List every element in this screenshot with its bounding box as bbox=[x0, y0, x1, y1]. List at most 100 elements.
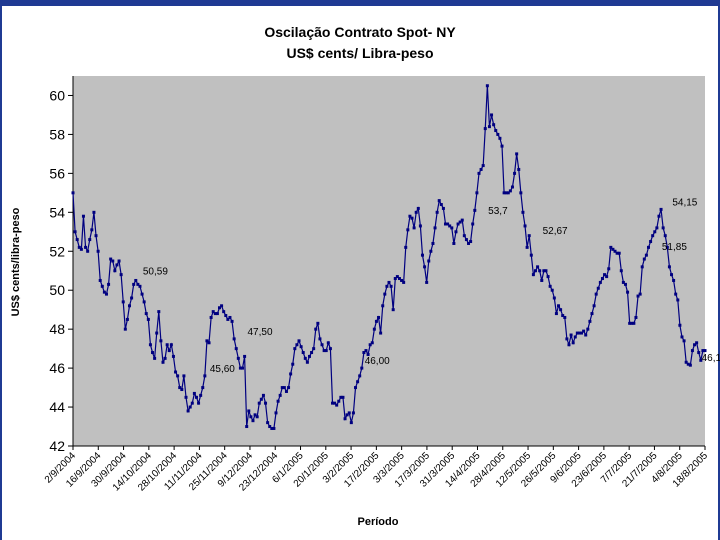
data-point bbox=[205, 339, 209, 343]
data-point bbox=[220, 304, 224, 308]
data-point bbox=[586, 327, 590, 331]
data-point bbox=[598, 280, 602, 284]
data-label: 51,85 bbox=[662, 242, 687, 253]
data-point bbox=[640, 265, 644, 269]
data-point bbox=[521, 210, 525, 214]
data-point bbox=[513, 171, 517, 175]
data-point bbox=[592, 304, 596, 308]
data-point bbox=[167, 349, 171, 353]
data-point bbox=[111, 259, 115, 263]
x-axis-label: Período bbox=[358, 516, 399, 528]
data-point bbox=[584, 333, 588, 337]
data-point bbox=[243, 354, 247, 358]
data-point bbox=[259, 397, 263, 401]
data-point bbox=[626, 290, 630, 294]
data-point bbox=[475, 191, 479, 195]
data-point bbox=[500, 144, 504, 148]
data-label: 46,15 bbox=[702, 353, 720, 364]
data-point bbox=[165, 343, 169, 347]
data-point bbox=[90, 228, 94, 232]
data-point bbox=[366, 352, 370, 356]
data-point bbox=[383, 292, 387, 296]
data-point bbox=[100, 284, 104, 288]
slide-frame-right bbox=[718, 0, 720, 540]
data-point bbox=[695, 341, 699, 345]
data-label: 52,67 bbox=[543, 226, 568, 237]
data-point bbox=[272, 426, 276, 430]
data-point bbox=[565, 337, 569, 341]
data-point bbox=[228, 315, 232, 319]
data-point bbox=[86, 249, 90, 253]
data-point bbox=[437, 199, 441, 203]
data-point bbox=[333, 401, 337, 405]
data-point bbox=[454, 230, 458, 234]
data-point bbox=[699, 358, 703, 362]
data-label: 45,60 bbox=[210, 364, 235, 375]
data-point bbox=[368, 343, 372, 347]
data-point bbox=[234, 347, 238, 351]
data-point bbox=[140, 292, 144, 296]
data-point bbox=[94, 234, 98, 238]
y-axis: 42 44 46 48 50 52 54 56 58 60 bbox=[49, 76, 74, 454]
data-point bbox=[529, 253, 533, 257]
data-point bbox=[222, 310, 226, 314]
data-point bbox=[182, 374, 186, 378]
data-point bbox=[362, 351, 366, 355]
x-axis: 2/9/200416/9/200430/9/200414/10/200428/1… bbox=[43, 445, 710, 494]
data-point bbox=[623, 282, 627, 286]
data-point bbox=[305, 360, 309, 364]
data-point bbox=[433, 226, 437, 230]
data-point bbox=[632, 321, 636, 325]
data-point bbox=[104, 292, 108, 296]
data-point bbox=[573, 335, 577, 339]
data-point bbox=[471, 222, 475, 226]
data-point bbox=[148, 343, 152, 347]
data-point bbox=[188, 405, 192, 409]
data-point bbox=[607, 267, 611, 271]
data-point bbox=[540, 278, 544, 282]
data-point bbox=[506, 191, 510, 195]
data-point bbox=[628, 321, 632, 325]
data-point bbox=[186, 409, 190, 413]
data-point bbox=[130, 296, 134, 300]
data-point bbox=[351, 411, 355, 415]
data-point bbox=[504, 191, 508, 195]
data-point bbox=[563, 315, 567, 319]
data-point bbox=[561, 314, 565, 318]
data-point bbox=[142, 300, 146, 304]
y-tick-label: 50 bbox=[49, 282, 65, 298]
y-axis-label: US$ cents/libra-peso bbox=[10, 207, 22, 316]
data-label: 50,59 bbox=[143, 267, 168, 278]
data-point bbox=[494, 129, 498, 133]
data-point bbox=[134, 278, 138, 282]
data-point bbox=[207, 341, 211, 345]
data-point bbox=[605, 275, 609, 279]
data-point bbox=[238, 366, 242, 370]
data-point bbox=[102, 290, 106, 294]
data-point bbox=[341, 395, 345, 399]
data-point bbox=[144, 312, 148, 316]
data-point bbox=[517, 167, 521, 171]
data-point bbox=[676, 298, 680, 302]
data-point bbox=[663, 234, 667, 238]
data-point bbox=[159, 339, 163, 343]
data-point bbox=[155, 331, 159, 335]
data-point bbox=[364, 349, 368, 353]
data-point bbox=[680, 335, 684, 339]
data-point bbox=[448, 224, 452, 228]
data-point bbox=[303, 356, 307, 360]
data-point bbox=[138, 284, 142, 288]
data-point bbox=[406, 228, 410, 232]
data-point bbox=[73, 230, 77, 234]
data-point bbox=[125, 317, 129, 321]
data-point bbox=[75, 238, 79, 242]
data-point bbox=[580, 331, 584, 335]
data-point bbox=[667, 265, 671, 269]
data-point bbox=[289, 372, 293, 376]
data-point bbox=[203, 374, 207, 378]
data-point bbox=[554, 312, 558, 316]
data-point bbox=[588, 319, 592, 323]
data-point bbox=[377, 315, 381, 319]
data-point bbox=[408, 214, 412, 218]
data-label: 47,50 bbox=[248, 327, 273, 338]
